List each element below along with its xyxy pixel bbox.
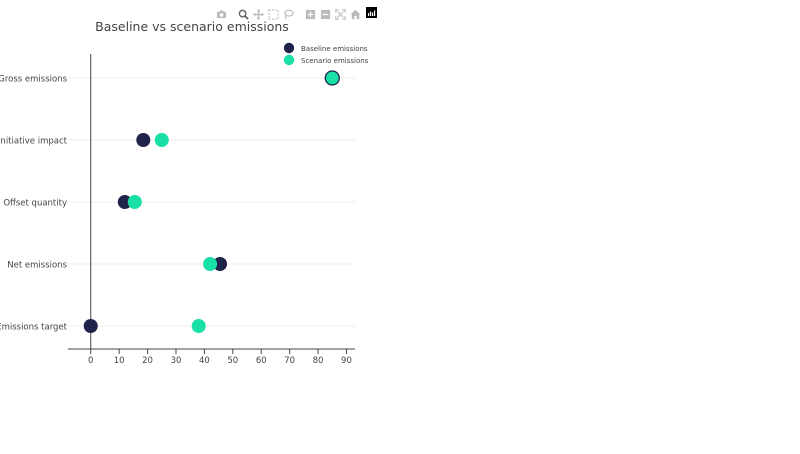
x-tick-label: 20 (142, 356, 153, 366)
y-tick-label: Initiative impact (0, 137, 68, 147)
box-select-icon[interactable] (266, 7, 281, 22)
x-tick-label: 70 (284, 356, 295, 366)
legend-marker (283, 54, 295, 66)
zoom-in-icon[interactable] (303, 7, 318, 22)
chart-title: Baseline vs scenario emissions (95, 19, 289, 34)
modebar (214, 6, 377, 22)
legend[interactable]: Baseline emissions Scenario emissions (283, 42, 369, 66)
x-tick-label: 60 (256, 356, 267, 366)
y-tick-label: Gross emissions (0, 75, 68, 85)
baseline-point (213, 257, 228, 271)
pan-icon[interactable] (251, 7, 266, 22)
y-tick-label: Emissions target (0, 323, 68, 333)
baseline-point (117, 195, 132, 209)
legend-label: Baseline emissions (301, 45, 368, 53)
legend-label: Scenario emissions (301, 57, 369, 65)
y-tick-labels: Gross emissions Initiative impact Offset q… (0, 75, 68, 333)
x-tick-label: 80 (313, 356, 324, 366)
gridlines (68, 77, 355, 327)
plotly-logo-icon[interactable] (366, 7, 377, 18)
x-tick-label: 40 (199, 356, 210, 366)
home-icon[interactable] (348, 7, 363, 22)
zoom-icon[interactable] (236, 7, 251, 22)
scenario-point (127, 195, 142, 209)
autoscale-icon[interactable] (333, 7, 348, 22)
y-tick-label: Net emissions (7, 261, 67, 271)
lasso-icon[interactable] (281, 7, 296, 22)
scenario-point (324, 70, 340, 86)
legend-marker (283, 42, 295, 54)
x-tick-label: 90 (341, 356, 352, 366)
x-tick-label: 10 (114, 356, 125, 366)
baseline-point (136, 133, 151, 147)
data-points (83, 70, 340, 333)
x-tick-label: 50 (227, 356, 238, 366)
baseline-point (83, 319, 98, 333)
axes (68, 54, 355, 354)
x-tick-labels: 0 10 20 30 40 50 60 70 80 90 (88, 356, 352, 366)
zoom-out-icon[interactable] (318, 7, 333, 22)
x-tick-label: 30 (171, 356, 182, 366)
x-tick-label: 0 (88, 356, 93, 366)
camera-icon[interactable] (214, 7, 229, 22)
scenario-point (191, 319, 206, 333)
scenario-point (203, 257, 218, 271)
scenario-point (154, 133, 169, 147)
y-tick-label: Offset quantity (3, 199, 67, 209)
